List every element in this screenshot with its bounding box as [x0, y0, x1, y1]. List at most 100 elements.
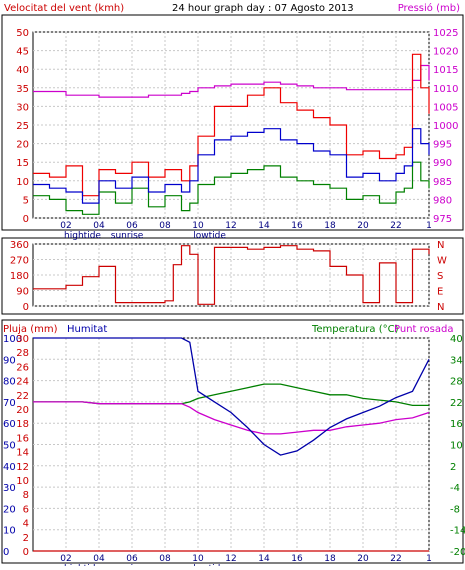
rain-tick-label: 24	[16, 377, 29, 388]
hour-tick-label: 04	[93, 554, 105, 564]
hour-tick-label: 08	[159, 221, 171, 231]
pressure-tick-label: 1015	[433, 65, 458, 76]
wind-speed-axis-title: Velocitat del vent (kmh)	[4, 3, 124, 14]
compass-label: E	[437, 287, 443, 298]
wind-gust-series	[33, 53, 430, 197]
pressure-tick-label: 990	[433, 158, 452, 169]
hour-tick-label: 20	[357, 554, 369, 564]
rain-tick-label: 10	[16, 476, 29, 487]
rain-tick-label: 14	[16, 448, 29, 459]
rain-tick-label: 30	[16, 334, 29, 345]
wind-panel-frame	[1, 14, 464, 231]
wind-speed-tick-label: 25	[16, 121, 29, 132]
hour-tick-label: 04	[93, 221, 105, 231]
compass-label: N	[437, 302, 444, 313]
humidity-series	[33, 337, 430, 456]
humidity-tick-label: 30	[3, 483, 16, 494]
hour-tick-label: 02	[60, 221, 71, 231]
humidity-tick-label: 70	[3, 398, 16, 409]
hour-tick-label: 1	[426, 554, 432, 564]
wind-speed-tick-label: 10	[16, 177, 29, 188]
temperature-tick-label: 40	[450, 334, 463, 345]
hour-tick-label: 14	[258, 221, 270, 231]
wind-min-series	[33, 161, 430, 215]
rain-tick-label: 4	[23, 519, 29, 530]
humidity-tick-label: 20	[3, 504, 16, 515]
wind-direction-series	[33, 245, 430, 305]
humidity-tick-label: 60	[3, 419, 16, 430]
pressure-tick-label: 1025	[433, 28, 458, 39]
temperature-tick-label: 10	[450, 441, 463, 452]
temperature-tick-label: -8	[450, 504, 460, 515]
rain-tick-label: 16	[16, 433, 29, 444]
wind-speed-tick-label: 35	[16, 84, 29, 95]
pressure-tick-label: 1020	[433, 47, 458, 58]
direction-tick-label: 360	[10, 240, 29, 251]
pressure-tick-label: 1010	[433, 84, 458, 95]
temperature-axis-title: Temperatura (°C)	[311, 324, 399, 335]
temperature-tick-label: 22	[450, 398, 463, 409]
wind-avg-series	[33, 128, 430, 204]
pressure-tick-label: 1000	[433, 121, 458, 132]
wind-speed-tick-label: 50	[16, 28, 29, 39]
rain-tick-label: 6	[23, 504, 29, 515]
hour-tick-label: 1	[426, 221, 432, 231]
rain-axis-title: Pluja (mm)	[3, 324, 58, 335]
humidity-tick-label: 80	[3, 377, 16, 388]
rain-tick-label: 28	[16, 348, 29, 359]
pressure-series	[33, 64, 430, 98]
wind-speed-tick-label: 40	[16, 65, 29, 76]
rain-tick-label: 0	[23, 547, 29, 558]
temperature-tick-label: -14	[450, 526, 465, 537]
rain-tick-label: 2	[23, 533, 29, 544]
hour-tick-label: 06	[126, 554, 138, 564]
compass-label: S	[437, 271, 443, 282]
humidity-tick-label: 50	[3, 441, 16, 452]
humidity-tick-label: 0	[3, 547, 9, 558]
hour-tick-label: 10	[192, 221, 204, 231]
pressure-tick-label: 980	[433, 195, 452, 206]
temperature-tick-label: -4	[450, 483, 460, 494]
compass-label: N	[437, 240, 444, 251]
temperature-tick-label: 2	[450, 462, 456, 473]
temperature-tick-label: 28	[450, 377, 463, 388]
rain-tick-label: 18	[16, 419, 29, 430]
wind-speed-tick-label: 45	[16, 47, 29, 58]
rain-tick-label: 22	[16, 391, 29, 402]
hour-tick-label: 14	[258, 554, 270, 564]
pressure-tick-label: 975	[433, 214, 452, 225]
tide-sun-annotation: sunrise	[111, 231, 144, 241]
humidity-tick-label: 100	[3, 334, 22, 345]
hour-tick-label: 12	[225, 554, 236, 564]
temperature-tick-label: 16	[450, 419, 463, 430]
hour-tick-label: 20	[357, 221, 369, 231]
thermo-panel-frame	[1, 319, 464, 564]
temperature-tick-label: 34	[450, 355, 463, 366]
pressure-tick-label: 995	[433, 140, 452, 151]
hour-tick-label: 10	[192, 554, 204, 564]
hour-tick-label: 18	[324, 554, 336, 564]
wind-speed-tick-label: 5	[23, 195, 29, 206]
humidity-tick-label: 40	[3, 462, 16, 473]
compass-label: W	[437, 256, 447, 267]
direction-tick-label: 180	[10, 271, 29, 282]
dewpoint-series	[33, 401, 430, 435]
chart-title: 24 hour graph day : 07 Agosto 2013	[172, 3, 354, 14]
humidity-tick-label: 90	[3, 355, 16, 366]
rain-tick-label: 26	[16, 362, 29, 373]
tide-sun-annotation: hightide	[64, 231, 101, 241]
hour-tick-label: 22	[390, 221, 401, 231]
direction-tick-label: 270	[10, 256, 29, 267]
temperature-tick-label: -20	[450, 547, 465, 558]
tide-sun-annotation: lowtide	[193, 231, 226, 241]
humidity-axis-title: Humitat	[67, 324, 107, 335]
rain-tick-label: 12	[16, 462, 29, 473]
hour-tick-label: 16	[291, 554, 303, 564]
wind-speed-tick-label: 20	[16, 140, 29, 151]
pressure-axis-title: Pressió (mb)	[398, 2, 460, 14]
hour-tick-label: 06	[126, 221, 138, 231]
hour-tick-label: 08	[159, 554, 171, 564]
direction-tick-label: 90	[16, 287, 29, 298]
